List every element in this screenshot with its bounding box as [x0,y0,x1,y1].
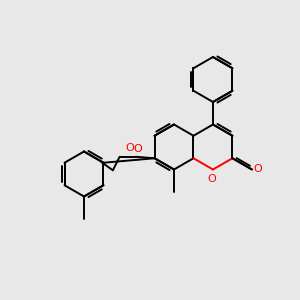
Text: O: O [133,144,142,154]
Text: O: O [254,164,262,175]
Text: O: O [207,174,216,184]
Text: O: O [125,143,134,153]
